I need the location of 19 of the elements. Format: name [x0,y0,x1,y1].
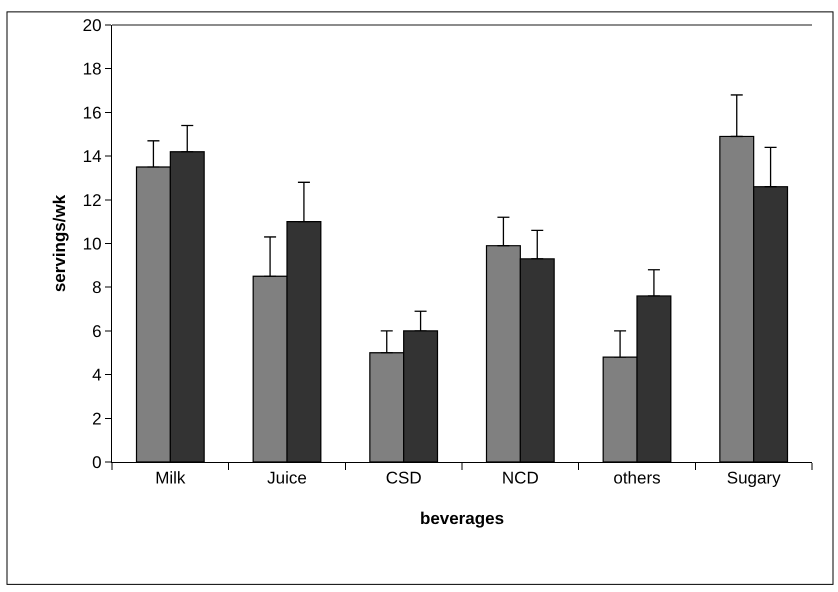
x-tick-label: Juice [267,468,307,488]
y-tick-label: 8 [92,278,102,298]
y-tick-label: 16 [82,103,102,122]
x-tick-label: CSD [386,468,422,488]
x-tick-label: others [613,468,661,488]
y-tick-label: 4 [92,366,102,385]
x-axis-title: beverages [420,508,504,528]
y-tick-label: 12 [82,190,102,210]
y-tick-label: 18 [82,60,102,79]
y-tick-label: 0 [92,452,102,472]
x-tick-label: Sugary [726,468,782,488]
y-tick-label: 2 [92,409,102,428]
y-tick-label: 10 [82,234,102,254]
y-axis-title: servings/wk [50,194,70,292]
x-tick-label: Milk [155,468,186,488]
y-tick-label: 20 [82,16,102,35]
y-tick-label: 6 [92,322,102,341]
x-tick-label: NCD [502,468,539,488]
y-tick-label: 14 [82,147,102,166]
